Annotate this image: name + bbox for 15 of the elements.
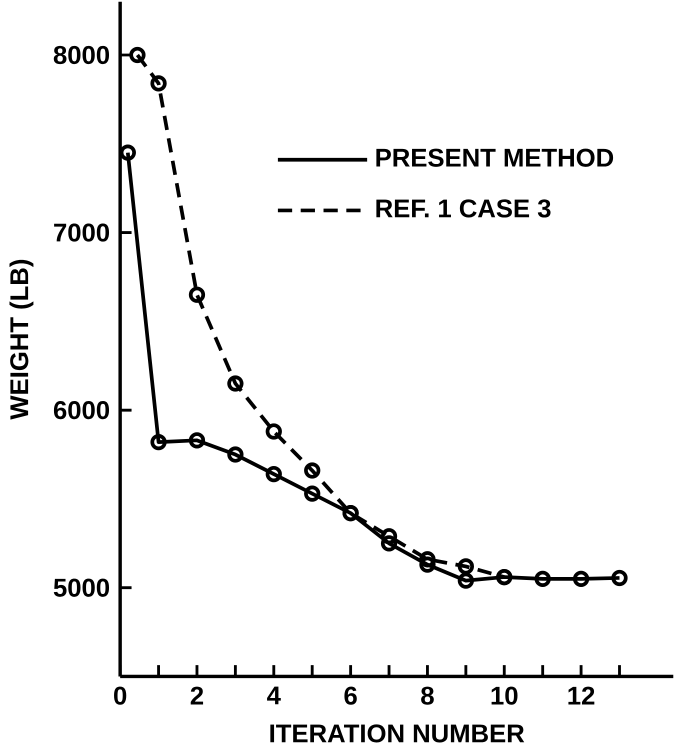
x-axis-title: ITERATION NUMBER — [270, 724, 524, 743]
y-tick-label: 7000 — [54, 223, 110, 242]
y-tick-label: 8000 — [54, 46, 110, 64]
x-tick-label: 8 — [421, 686, 434, 705]
x-tick-label: 0 — [114, 686, 126, 705]
x-tick-label: 4 — [267, 686, 281, 704]
legend-label: REF. 1 CASE 3 — [376, 199, 551, 218]
x-tick-label: 6 — [344, 686, 357, 705]
x-tick-label: 2 — [190, 686, 204, 705]
y-tick-label: 5000 — [54, 578, 110, 597]
x-tick-label: 12 — [568, 686, 594, 705]
y-axis-title: WEIGHT (LB) — [9, 260, 34, 420]
x-tick-label: 10 — [492, 686, 518, 705]
legend-label: PRESENT METHOD — [376, 148, 614, 167]
y-tick-label: 6000 — [54, 401, 110, 420]
